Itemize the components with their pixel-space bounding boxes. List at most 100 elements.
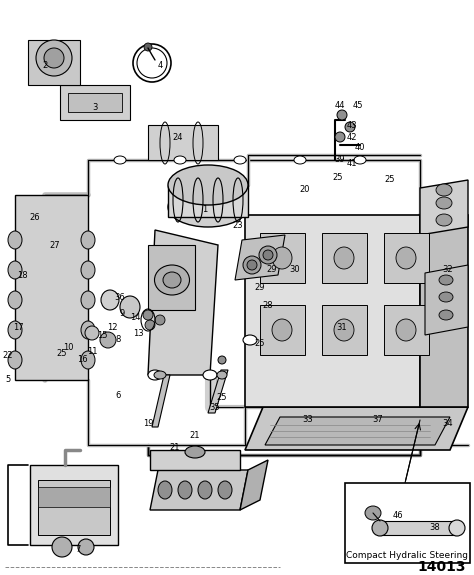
Ellipse shape (218, 481, 232, 499)
Polygon shape (208, 370, 228, 413)
Text: 14: 14 (130, 312, 140, 321)
Circle shape (44, 48, 64, 68)
Ellipse shape (154, 371, 166, 379)
Text: 25: 25 (57, 348, 67, 358)
Text: 46: 46 (392, 511, 403, 519)
Ellipse shape (354, 156, 366, 164)
Ellipse shape (8, 231, 22, 249)
Ellipse shape (439, 275, 453, 285)
Polygon shape (384, 233, 429, 283)
Text: 10: 10 (63, 343, 73, 351)
Ellipse shape (114, 156, 126, 164)
Ellipse shape (81, 291, 95, 309)
Ellipse shape (81, 231, 95, 249)
Polygon shape (322, 305, 367, 355)
Text: 27: 27 (50, 240, 60, 250)
Ellipse shape (168, 165, 248, 205)
Text: 2: 2 (42, 60, 47, 70)
Text: 25: 25 (255, 339, 265, 347)
Polygon shape (322, 233, 367, 283)
Ellipse shape (243, 335, 257, 345)
Circle shape (78, 539, 94, 555)
Ellipse shape (120, 296, 140, 318)
Text: 14013: 14013 (418, 560, 466, 574)
Polygon shape (245, 407, 468, 450)
Ellipse shape (334, 319, 354, 341)
Polygon shape (38, 480, 110, 535)
Polygon shape (30, 465, 118, 545)
Polygon shape (420, 180, 468, 235)
Ellipse shape (137, 48, 167, 78)
Ellipse shape (218, 356, 226, 364)
Ellipse shape (185, 446, 205, 458)
Text: 16: 16 (77, 355, 87, 363)
Polygon shape (148, 230, 218, 375)
Ellipse shape (272, 247, 292, 269)
Ellipse shape (439, 310, 453, 320)
Polygon shape (148, 125, 218, 160)
Ellipse shape (8, 291, 22, 309)
Text: 15: 15 (97, 331, 107, 339)
Text: 13: 13 (133, 328, 143, 338)
Ellipse shape (334, 247, 354, 269)
Ellipse shape (217, 371, 227, 379)
Text: 37: 37 (373, 416, 383, 424)
Ellipse shape (8, 261, 22, 279)
Polygon shape (15, 195, 88, 380)
Circle shape (263, 250, 273, 260)
Circle shape (259, 246, 277, 264)
Circle shape (85, 326, 99, 340)
Text: 32: 32 (443, 266, 453, 274)
Text: 4: 4 (157, 60, 163, 70)
Ellipse shape (439, 292, 453, 302)
Ellipse shape (155, 265, 190, 295)
Circle shape (243, 256, 261, 274)
Ellipse shape (396, 319, 416, 341)
Text: 5: 5 (5, 375, 10, 385)
Ellipse shape (372, 520, 388, 536)
Polygon shape (150, 450, 240, 470)
Ellipse shape (294, 156, 306, 164)
Polygon shape (235, 235, 285, 280)
Ellipse shape (436, 197, 452, 209)
Circle shape (155, 315, 165, 325)
Polygon shape (168, 185, 248, 217)
Circle shape (335, 132, 345, 142)
Polygon shape (60, 85, 130, 120)
Ellipse shape (174, 156, 186, 164)
Polygon shape (380, 521, 457, 535)
Text: 25: 25 (217, 393, 227, 401)
Ellipse shape (272, 319, 292, 341)
Ellipse shape (81, 351, 95, 369)
Polygon shape (420, 215, 468, 407)
Text: 43: 43 (346, 121, 357, 129)
Text: 22: 22 (3, 351, 13, 359)
Text: 31: 31 (337, 323, 347, 332)
Circle shape (337, 110, 347, 120)
Text: 21: 21 (170, 443, 180, 451)
Circle shape (345, 122, 355, 132)
Polygon shape (245, 215, 420, 407)
Text: 39: 39 (335, 155, 346, 164)
Text: 18: 18 (17, 270, 27, 279)
Ellipse shape (178, 481, 192, 499)
Text: 29: 29 (267, 266, 277, 274)
Ellipse shape (8, 321, 22, 339)
Text: 42: 42 (347, 132, 357, 141)
Text: 30: 30 (290, 266, 301, 274)
Ellipse shape (158, 481, 172, 499)
Text: 17: 17 (13, 323, 23, 332)
Ellipse shape (163, 272, 181, 288)
Polygon shape (240, 460, 268, 510)
Ellipse shape (396, 247, 416, 269)
Circle shape (100, 332, 116, 348)
Text: 38: 38 (429, 523, 440, 531)
Ellipse shape (148, 370, 162, 380)
Text: 20: 20 (300, 186, 310, 194)
Text: 40: 40 (355, 143, 365, 151)
Text: 26: 26 (30, 213, 40, 221)
Text: 33: 33 (302, 416, 313, 424)
Text: 45: 45 (353, 101, 363, 109)
Polygon shape (148, 245, 195, 310)
Polygon shape (150, 470, 248, 510)
